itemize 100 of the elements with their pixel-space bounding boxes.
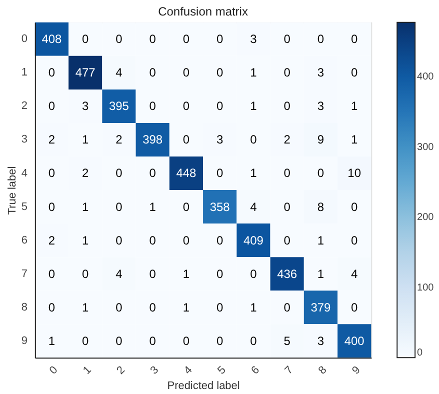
y-tick-label: 9: [21, 334, 28, 347]
data-label: 0: [216, 233, 224, 248]
data-label: 0: [182, 334, 190, 348]
data-label: 0: [284, 233, 291, 248]
data-label: 0: [284, 200, 291, 214]
data-label: 0: [48, 99, 56, 114]
data-label: 0: [284, 99, 291, 114]
y-tick-label: 7: [21, 268, 28, 280]
data-label: 409: [243, 233, 264, 248]
data-label: 1: [250, 300, 258, 314]
data-label: 1: [82, 132, 90, 147]
data-label: 2: [82, 166, 90, 180]
data-label: 3: [317, 334, 324, 348]
data-label: 0: [82, 266, 90, 281]
data-label: 0: [48, 266, 56, 281]
data-label: 1: [250, 99, 258, 114]
data-label: 1: [82, 200, 90, 214]
data-label: 3: [216, 132, 224, 147]
data-label: 0: [116, 166, 123, 180]
data-label: 398: [142, 132, 163, 147]
data-label: 0: [116, 300, 123, 314]
data-label: 2: [48, 233, 56, 248]
data-label: 0: [116, 233, 123, 248]
y-tick-label: 6: [21, 234, 28, 246]
color-bar-label: 100: [417, 282, 434, 294]
data-label: 0: [216, 334, 224, 348]
data-label: 0: [216, 166, 224, 180]
data-label: 1: [250, 66, 258, 80]
y-axis-title: True label: [6, 166, 18, 215]
data-label: 0: [149, 66, 156, 80]
data-label: 8: [317, 200, 324, 214]
data-label: 0: [149, 99, 156, 114]
color-bar-label: 0: [417, 348, 424, 359]
data-label: 0: [216, 32, 224, 46]
data-label: 400: [344, 334, 365, 348]
y-tick-label: 1: [21, 66, 28, 79]
x-tick-label: 9: [350, 364, 363, 377]
data-label: 0: [116, 200, 123, 214]
data-label: 4: [116, 266, 123, 281]
color-bar-label: 400: [417, 72, 434, 83]
data-label: 0: [48, 300, 56, 314]
data-label: 1: [351, 132, 358, 147]
data-label: 358: [210, 200, 230, 214]
chart-title: Confusion matrix: [158, 4, 248, 18]
data-label: 4: [250, 200, 258, 214]
data-label: 0: [149, 32, 156, 46]
x-tick-label: 3: [148, 364, 162, 377]
data-label: 1: [48, 334, 56, 348]
y-tick-label: 0: [21, 33, 28, 46]
data-label: 0: [351, 300, 358, 314]
data-label: 3: [317, 99, 324, 114]
data-label: 5: [284, 334, 291, 348]
data-label: 9: [317, 132, 324, 147]
data-label: 408: [42, 32, 62, 46]
y-tick-label: 2: [21, 100, 28, 112]
data-label: 448: [176, 166, 197, 180]
x-tick-label: 6: [249, 364, 262, 377]
data-label: 0: [149, 266, 156, 281]
x-tick-label: 1: [81, 364, 94, 377]
y-tick-label: 4: [21, 167, 28, 180]
data-label: 1: [351, 99, 358, 114]
data-label: 3: [250, 32, 258, 46]
data-label: 3: [82, 99, 90, 114]
data-label: 0: [182, 132, 190, 147]
data-label: 0: [48, 66, 56, 80]
y-tick-label: 5: [21, 200, 28, 213]
x-tick-label: 4: [182, 364, 195, 377]
data-label: 2: [48, 132, 56, 147]
data-label: 0: [149, 166, 156, 180]
data-label: 0: [149, 334, 156, 348]
data-label: 0: [116, 334, 123, 348]
data-label: 0: [351, 66, 358, 80]
data-label: 0: [182, 99, 190, 114]
data-label: 0: [250, 334, 258, 348]
data-label: 0: [284, 32, 291, 46]
data-label: 0: [284, 166, 291, 180]
data-label: 4: [116, 66, 123, 80]
data-label: 0: [216, 266, 224, 281]
data-label: 395: [108, 99, 130, 114]
data-label: 477: [75, 66, 96, 80]
data-label: 0: [182, 200, 190, 214]
data-label: 0: [48, 200, 56, 214]
data-label: 1: [317, 233, 324, 248]
data-label: 0: [82, 32, 90, 46]
x-tick-label: 7: [282, 364, 296, 377]
data-label: 0: [149, 233, 156, 248]
data-label: 0: [216, 99, 224, 114]
data-label: 3: [317, 66, 324, 80]
data-label: 0: [351, 233, 358, 248]
data-label: 0: [82, 334, 90, 348]
data-label: 0: [216, 66, 224, 80]
data-label: 0: [116, 32, 123, 46]
data-label: 0: [149, 300, 156, 314]
data-label: 1: [149, 200, 156, 214]
data-label: 379: [310, 300, 332, 314]
data-label: 1: [250, 166, 258, 180]
x-tick-label: 0: [47, 364, 60, 377]
data-label: 1: [182, 300, 190, 314]
x-tick-label: 5: [216, 364, 228, 377]
y-tick-label: 8: [21, 301, 28, 314]
